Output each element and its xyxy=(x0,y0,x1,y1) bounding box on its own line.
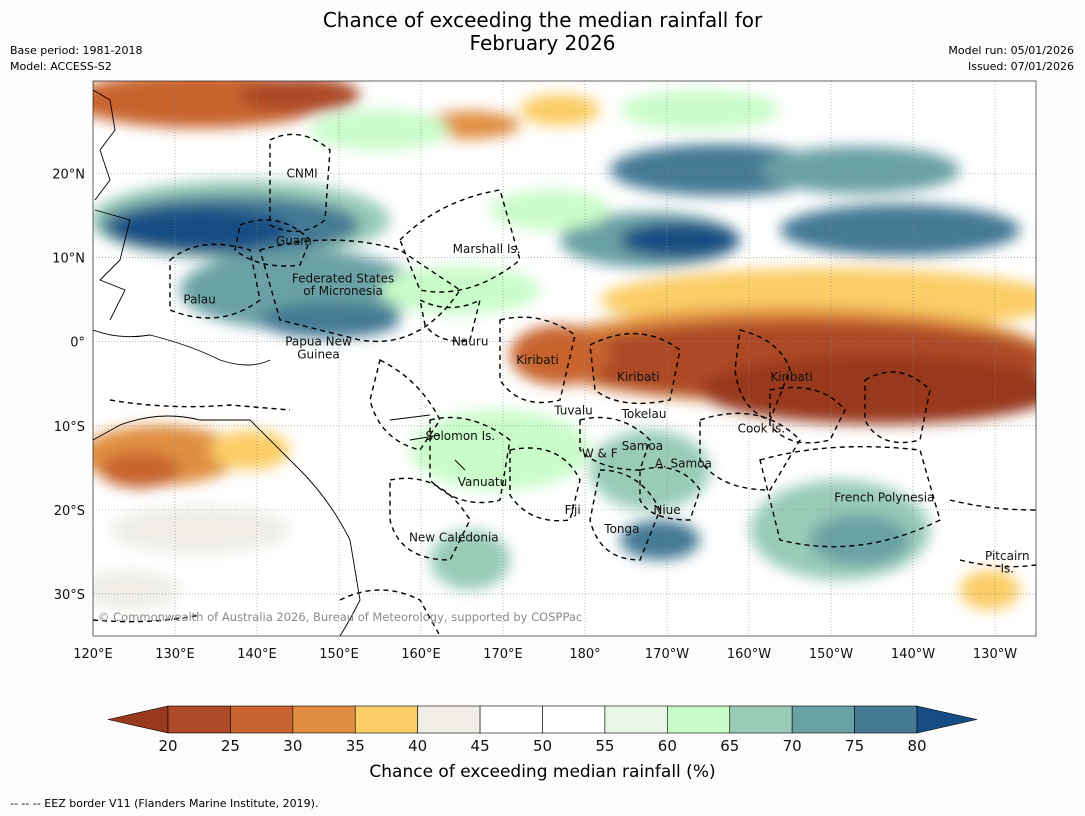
region-label: W & F xyxy=(582,447,618,461)
lon-tick-label: 170°E xyxy=(483,647,523,662)
region-label: Palau xyxy=(183,293,215,307)
colorbar-segment xyxy=(604,705,668,734)
lon-tick-label: 130°E xyxy=(155,647,195,662)
lon-tick-label: 160°W xyxy=(727,647,771,662)
lat-tick-label: 10°N xyxy=(52,252,85,267)
colorbar-segment xyxy=(354,705,418,734)
region-label: Niue xyxy=(653,503,680,517)
colorbar-segment xyxy=(479,705,543,734)
region-label: Kiribati xyxy=(617,370,659,384)
colorbar-segment xyxy=(791,705,855,734)
lon-tick-label: 150°W xyxy=(809,647,853,662)
colorbar: 20 25 30 35 40 45 50 55 60 65 70 75 80 xyxy=(107,705,978,755)
region-label: Tuvalu xyxy=(553,404,593,418)
colorbar-tick-label: 80 xyxy=(907,737,926,755)
colorbar-tick-label: 75 xyxy=(845,737,864,755)
region-label: Nauru xyxy=(452,335,488,349)
colorbar-segment xyxy=(292,705,356,734)
lon-tick-label: 170°W xyxy=(645,647,689,662)
lon-tick-label: 150°E xyxy=(319,647,359,662)
map-title-line2: February 2026 xyxy=(469,31,616,55)
colorbar-tick-label: 65 xyxy=(720,737,739,755)
colorbar-tick-label: 30 xyxy=(283,737,302,755)
eez-footnote: -- -- -- EEZ border V11 (Flanders Marine… xyxy=(10,797,319,810)
region-label: Fiji xyxy=(565,503,581,517)
lon-tick-label: 120°E xyxy=(73,647,113,662)
lat-tick-label: 10°S xyxy=(54,420,85,435)
model-name: Model: ACCESS-S2 xyxy=(10,60,112,73)
lon-tick-label: 140°W xyxy=(891,647,935,662)
colorbar-tick-label: 70 xyxy=(783,737,802,755)
colorbar-tick-label: 55 xyxy=(595,737,614,755)
region-label: Solomon Is. xyxy=(426,429,496,443)
region-label: New Caledonia xyxy=(409,531,499,545)
colorbar-tick-label: 35 xyxy=(346,737,365,755)
lon-tick-label: 140°E xyxy=(237,647,277,662)
lat-tick-label: 30°S xyxy=(54,588,85,603)
region-label: A. Samoa xyxy=(655,457,712,471)
lat-tick-label: 20°N xyxy=(52,168,85,183)
region-label: Samoa xyxy=(622,439,663,453)
region-label: Vanuatu xyxy=(458,475,508,489)
lon-tick-label: 160°E xyxy=(401,647,441,662)
region-label: Tokelau xyxy=(621,407,667,421)
colorbar-segment xyxy=(729,705,793,734)
model-run-date: Model run: 05/01/2026 xyxy=(948,44,1074,57)
region-label: Federated States xyxy=(292,272,394,286)
region-label: French Polynesia xyxy=(834,490,934,504)
region-label: Guam xyxy=(276,234,312,248)
colorbar-segment xyxy=(542,705,606,734)
region-label: Pitcairn xyxy=(985,549,1030,563)
colorbar-tick-label: 40 xyxy=(408,737,427,755)
lon-tick-label: 130°W xyxy=(973,647,1017,662)
region-label: Guinea xyxy=(297,347,340,361)
colorbar-under-arrow xyxy=(107,705,169,734)
region-label: CNMI xyxy=(286,167,317,181)
colorbar-title: Chance of exceeding median rainfall (%) xyxy=(369,762,716,782)
region-label: Is. xyxy=(1000,562,1014,576)
region-label: Marshall Is. xyxy=(453,242,521,256)
lat-tick-label: 20°S xyxy=(54,504,85,519)
copyright-notice: © Commonwealth of Australia 2026, Bureau… xyxy=(98,610,582,624)
colorbar-tick-label: 60 xyxy=(658,737,677,755)
lat-tick-label: 0° xyxy=(70,336,85,351)
colorbar-over-arrow xyxy=(916,705,978,734)
colorbar-segment xyxy=(230,705,294,734)
colorbar-tick-label: 50 xyxy=(533,737,552,755)
colorbar-tick-label: 25 xyxy=(221,737,240,755)
colorbar-segment xyxy=(667,705,731,734)
map-frame xyxy=(92,80,1037,637)
map-title-line1: Chance of exceeding the median rainfall … xyxy=(322,8,763,32)
region-label: Tonga xyxy=(603,522,639,536)
region-label: Kiribati xyxy=(516,353,558,367)
colorbar-tick-label: 20 xyxy=(158,737,177,755)
coastlines xyxy=(93,89,466,636)
colorbar-segment xyxy=(854,705,918,734)
region-label: Cook Is. xyxy=(738,421,785,435)
issued-date: Issued: 07/01/2026 xyxy=(967,60,1074,73)
region-label: Papua New xyxy=(285,335,352,349)
region-label: of Micronesia xyxy=(303,284,383,298)
axis-tick-labels: 120°E 130°E 140°E 150°E 160°E 170°E 180° 170°W 1… xyxy=(52,168,1017,663)
region-label: Kiribati xyxy=(770,370,812,384)
lon-tick-label: 180° xyxy=(569,647,600,662)
colorbar-segment xyxy=(167,705,231,734)
eez-borders xyxy=(93,133,1036,636)
rainfall-probability-field xyxy=(93,81,1036,610)
graticule xyxy=(93,81,1036,636)
colorbar-tick-label: 45 xyxy=(471,737,490,755)
base-period: Base period: 1981-2018 xyxy=(10,44,143,57)
colorbar-segment xyxy=(417,705,481,734)
